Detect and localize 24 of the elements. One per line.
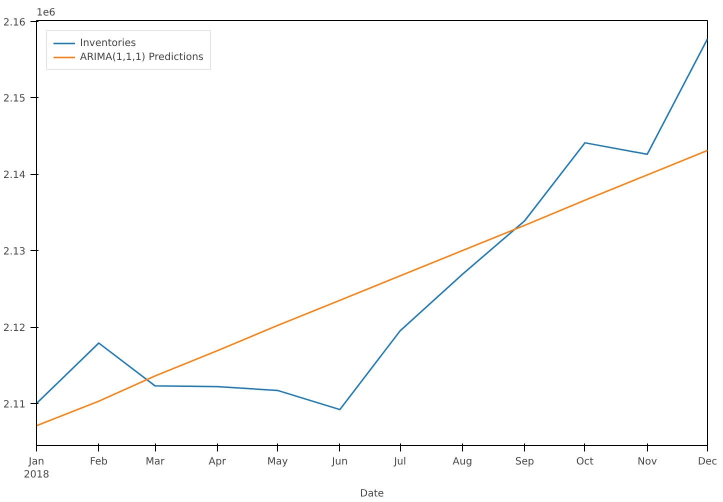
legend-label: Inventories [80, 37, 136, 49]
line-series [36, 38, 708, 410]
x-tick-label: Apr [208, 456, 227, 468]
y-tick-label: 2.11 [3, 399, 26, 410]
x-tick-label: Feb [90, 456, 108, 468]
x-tick-label: Jun [331, 456, 348, 468]
y-tick-label: 2.14 [3, 170, 26, 182]
y-tick-label: 2.16 [3, 17, 26, 28]
y-tick-label: 2.12 [3, 323, 26, 334]
line-series [36, 150, 708, 426]
x-tick-label: Mar [146, 456, 166, 468]
x-tick-label: Nov [637, 456, 658, 468]
text: 1e6 [36, 8, 56, 18]
x-tick-label: Jan 2018 [24, 456, 50, 481]
y-tick-label: 2.13 [3, 246, 26, 258]
x-tick-label: Aug [452, 456, 472, 468]
legend-label: ARIMA(1,1,1) Predictions [80, 51, 204, 63]
x-tick-label: Sep [515, 456, 534, 468]
y-tick-label: 2.15 [3, 94, 26, 105]
x-tick-label: Dec [698, 456, 718, 468]
x-tick-label: May [267, 456, 288, 468]
x-tick-label: Oct [576, 456, 594, 468]
x-axis-title: Date [360, 488, 384, 500]
x-tick-label: Jul [393, 456, 406, 468]
